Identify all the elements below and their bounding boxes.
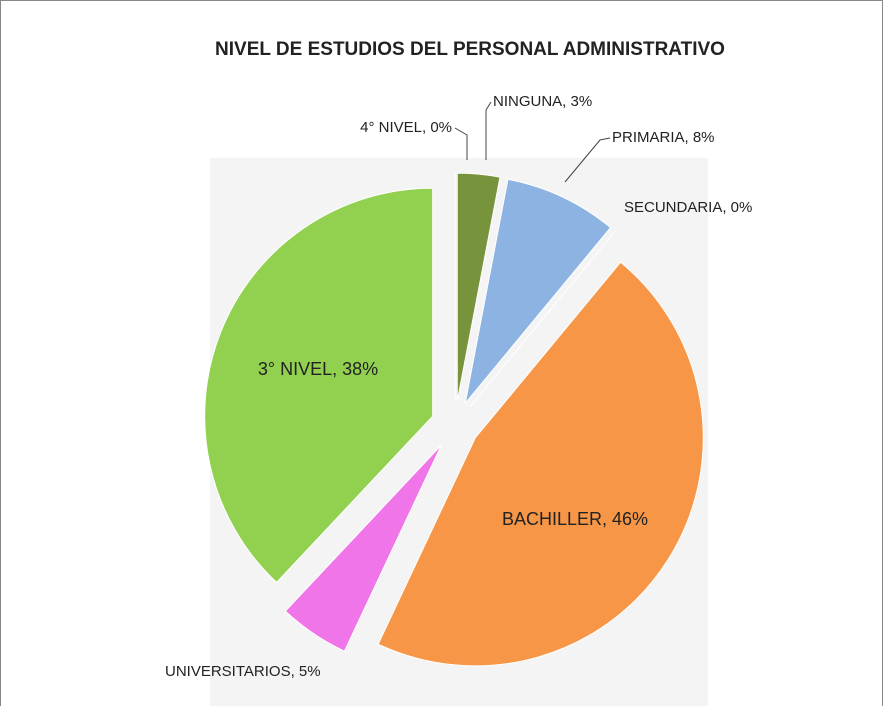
data-label: BACHILLER, 46% [502, 509, 648, 529]
leader-line [454, 127, 468, 160]
chart-title: NIVEL DE ESTUDIOS DEL PERSONAL ADMINISTR… [215, 39, 725, 60]
pie-slice [284, 444, 442, 652]
pie-slice [456, 172, 501, 402]
leader-line [485, 101, 492, 160]
data-label: PRIMARIA, 8% [612, 129, 715, 146]
pie-slice [377, 261, 704, 667]
leader-line [564, 137, 611, 183]
pie-slice [469, 230, 617, 407]
pie-slice [464, 178, 612, 404]
data-label: SECUNDARIA, 0% [624, 199, 752, 216]
data-label: 4° NIVEL, 0% [360, 119, 452, 136]
data-label: UNIVERSITARIOS, 5% [165, 663, 321, 680]
pie-slice [204, 187, 434, 584]
data-label: 3° NIVEL, 38% [258, 359, 378, 379]
data-label: NINGUNA, 3% [493, 93, 592, 110]
